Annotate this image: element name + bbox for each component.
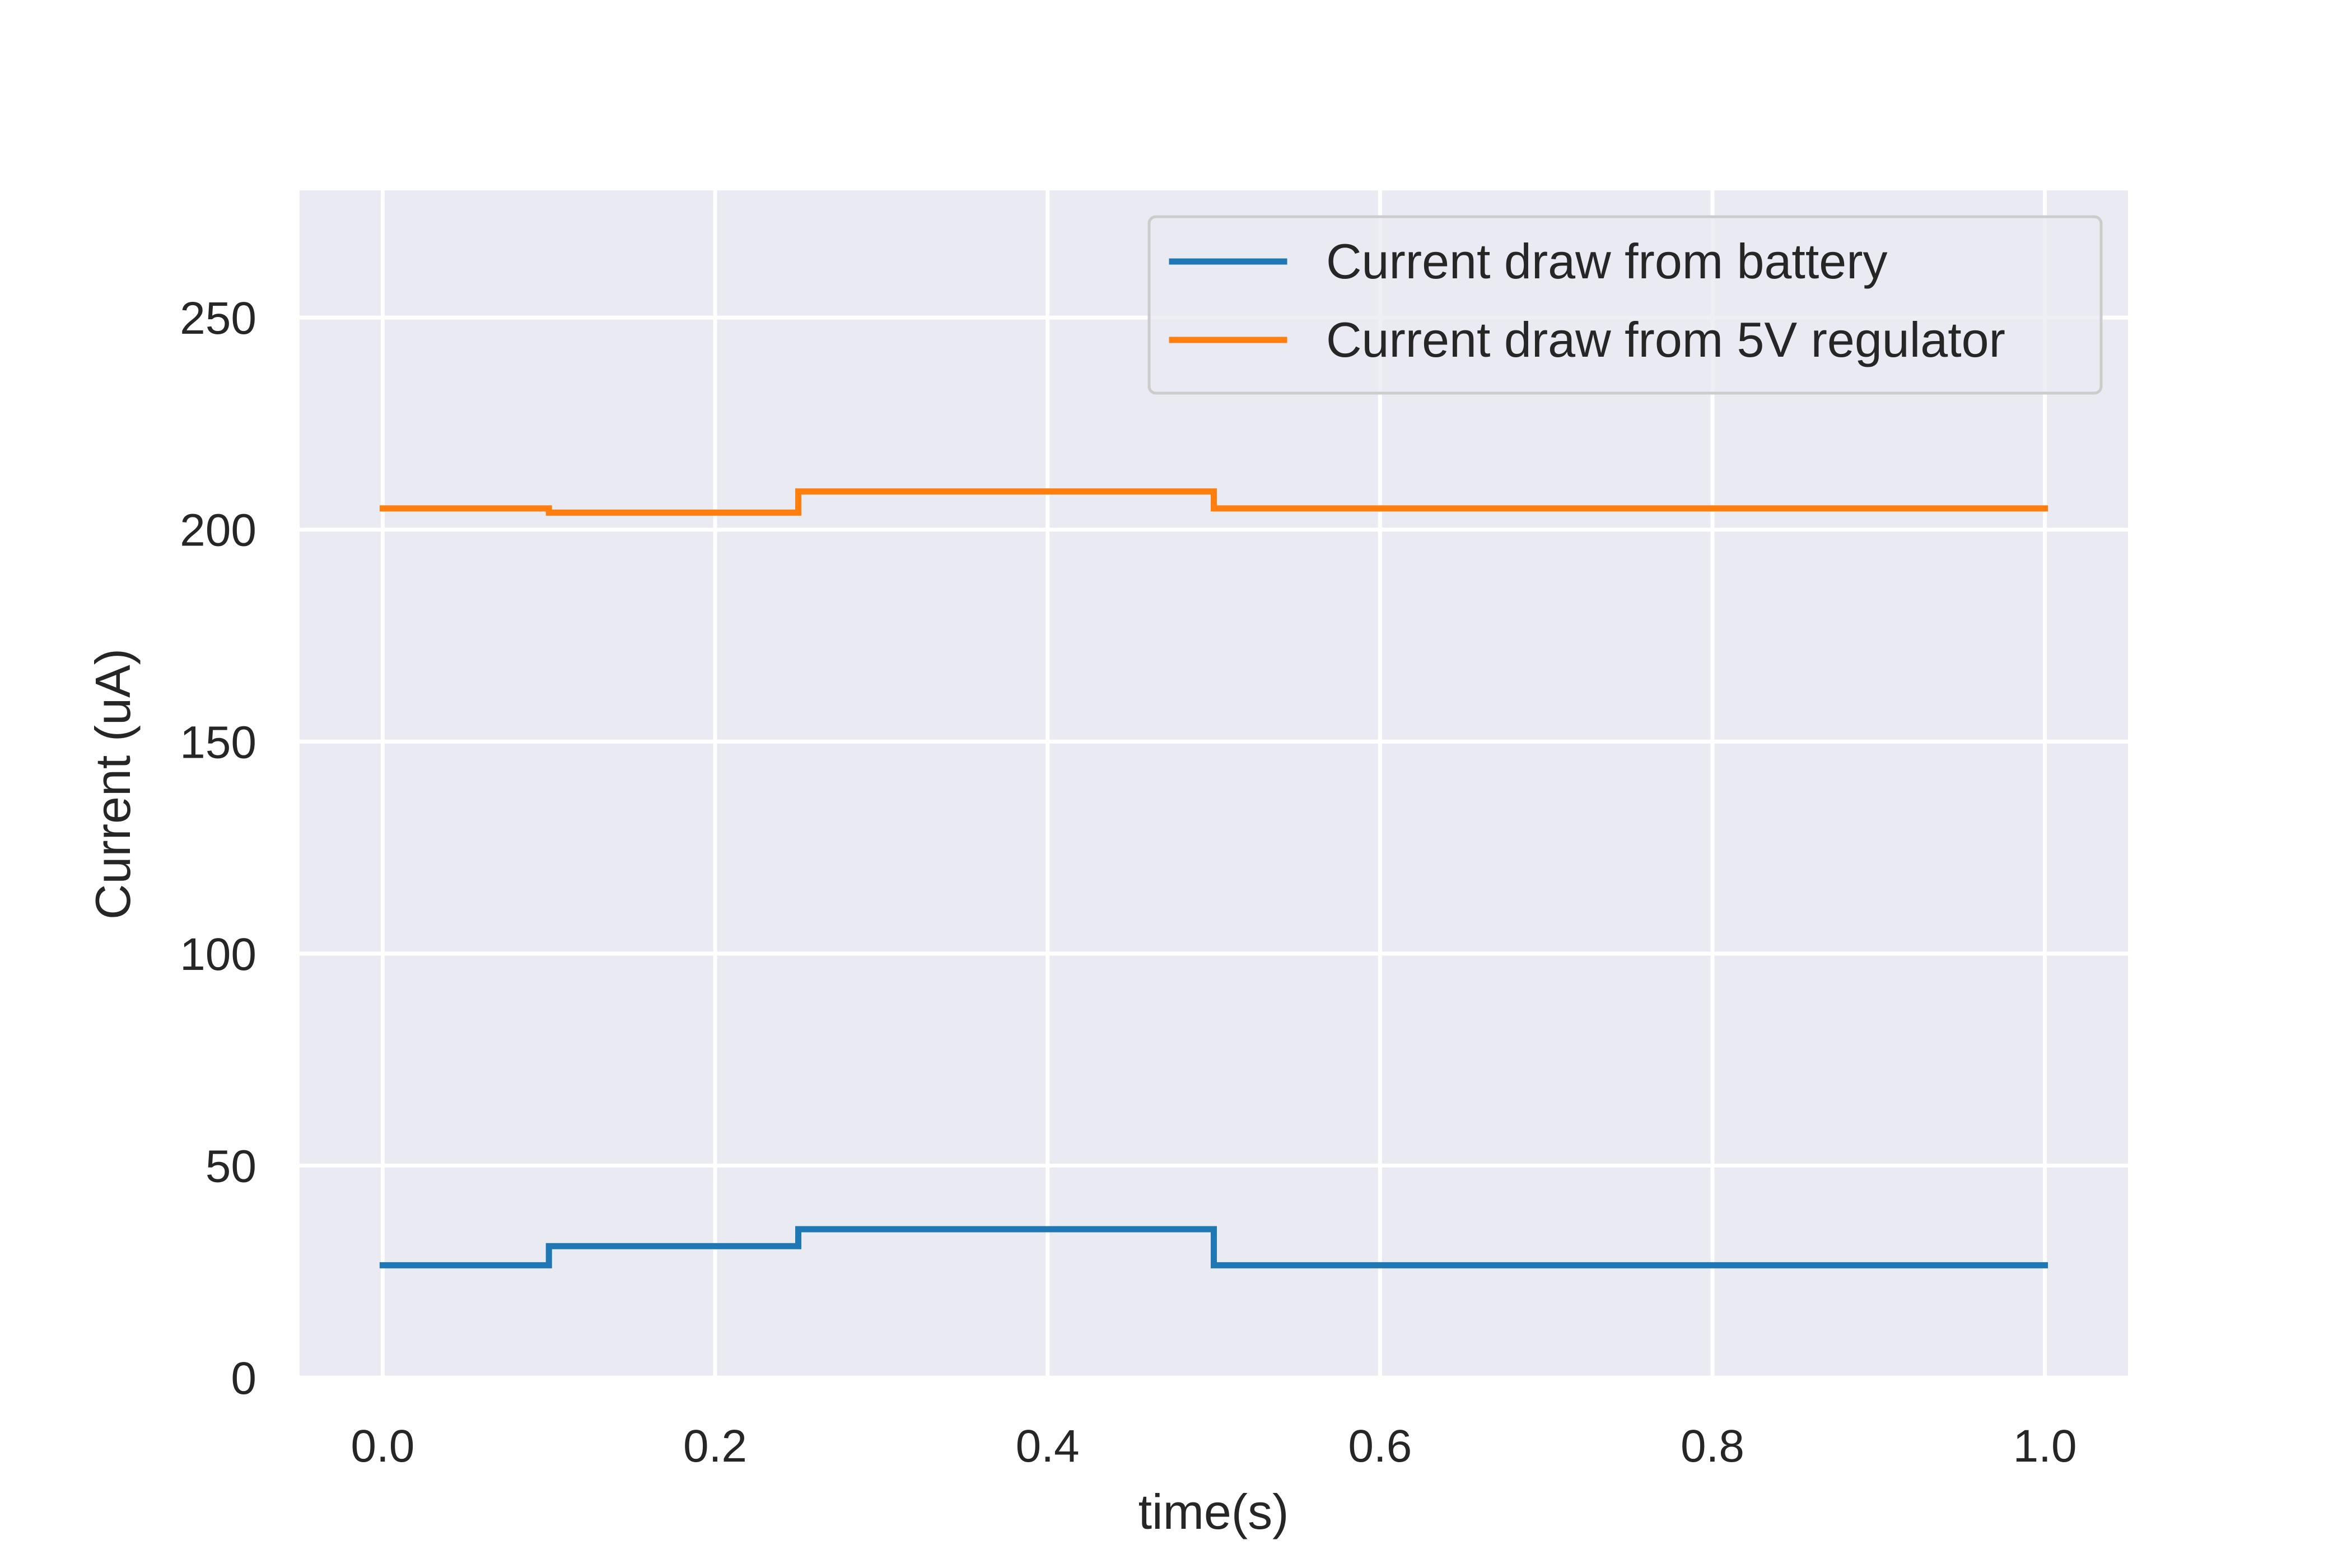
y-tick-label: 200 <box>180 505 256 556</box>
x-tick-labels: 0.0 0.2 0.4 0.6 0.8 1.0 <box>351 1421 2076 1472</box>
x-tick-label: 0.6 <box>1348 1421 1412 1472</box>
y-axis-label: Current (uA) <box>85 648 141 920</box>
x-axis-label: time(s) <box>1138 1484 1289 1539</box>
series-line-battery <box>379 1226 2048 1268</box>
x-tick-label: 0.8 <box>1681 1421 1744 1472</box>
y-tick-label: 50 <box>206 1141 256 1192</box>
y-tick-label: 0 <box>231 1353 256 1404</box>
legend: Current draw from battery Current draw f… <box>1147 215 2103 395</box>
series-lines <box>379 488 2048 1268</box>
x-tick-label: 0.4 <box>1016 1421 1080 1472</box>
x-tick-label: 1.0 <box>2013 1421 2077 1472</box>
x-tick-label: 0.2 <box>683 1421 747 1472</box>
legend-box <box>1147 215 2103 395</box>
y-tick-label: 100 <box>180 929 256 980</box>
y-tick-label: 250 <box>180 293 256 344</box>
y-tick-label: 150 <box>180 717 256 768</box>
gridlines <box>300 190 2128 1380</box>
legend-label-battery: Current draw from battery <box>1326 234 1888 289</box>
series-line-regulator <box>379 488 2048 516</box>
x-tick-label: 0.0 <box>351 1421 414 1472</box>
y-tick-labels: 0 50 100 150 200 250 <box>180 293 256 1404</box>
legend-label-regulator: Current draw from 5V regulator <box>1326 312 2005 367</box>
